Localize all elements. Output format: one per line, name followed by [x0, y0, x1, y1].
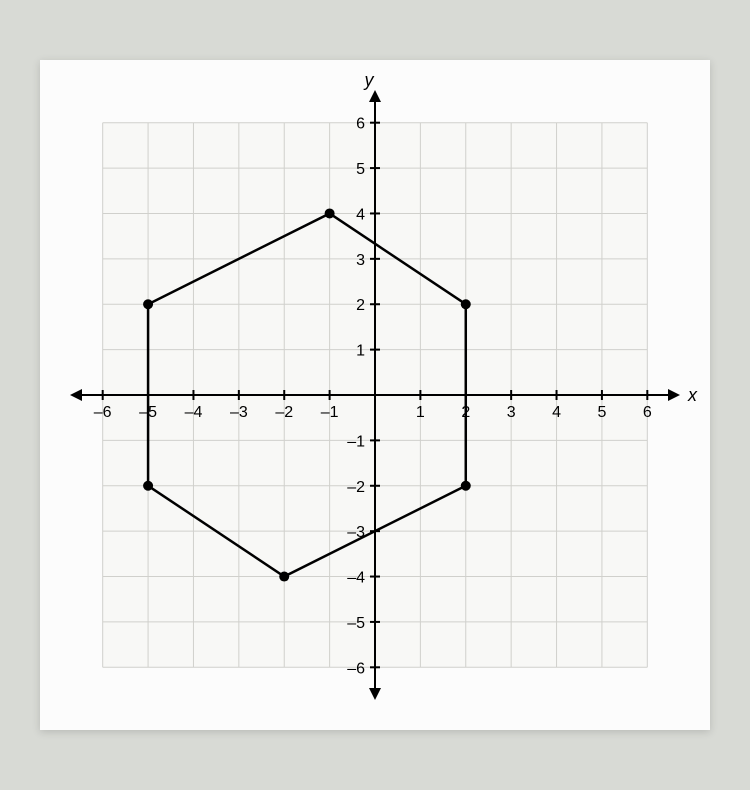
y-tick-label: 3 — [356, 252, 365, 269]
x-tick-label: –3 — [230, 404, 248, 421]
x-tick-label: –1 — [321, 404, 339, 421]
x-tick-label: 5 — [597, 404, 606, 421]
y-tick-label: 2 — [356, 297, 365, 314]
y-tick-label: 1 — [356, 343, 365, 360]
y-tick-label: –4 — [347, 570, 365, 587]
polygon-vertex — [279, 572, 289, 582]
y-tick-label: –6 — [347, 660, 365, 677]
x-arrow-left — [70, 389, 82, 401]
x-tick-label: 4 — [552, 404, 561, 421]
x-tick-label: –6 — [94, 404, 112, 421]
x-arrow-right — [668, 389, 680, 401]
polygon-vertex — [461, 481, 471, 491]
polygon-vertex — [461, 299, 471, 309]
y-axis-label: y — [363, 70, 375, 90]
x-tick-label: 1 — [416, 404, 425, 421]
coordinate-plane: –6–5–4–3–2–1123456–6–5–4–3–2–1123456xy — [50, 70, 700, 720]
y-tick-label: –5 — [347, 615, 365, 632]
y-tick-label: 4 — [356, 206, 365, 223]
y-arrow-down — [369, 688, 381, 700]
chart-container: –6–5–4–3–2–1123456–6–5–4–3–2–1123456xy — [40, 60, 710, 730]
x-axis-label: x — [687, 385, 698, 405]
y-tick-label: –2 — [347, 479, 365, 496]
y-tick-label: –1 — [347, 433, 365, 450]
y-tick-label: 5 — [356, 161, 365, 178]
x-tick-label: 6 — [643, 404, 652, 421]
x-tick-label: –4 — [185, 404, 203, 421]
x-tick-label: 3 — [507, 404, 516, 421]
y-tick-label: 6 — [356, 116, 365, 133]
polygon-vertex — [143, 481, 153, 491]
x-tick-label: –2 — [275, 404, 293, 421]
polygon-vertex — [143, 299, 153, 309]
polygon-vertex — [325, 208, 335, 218]
y-arrow-up — [369, 90, 381, 102]
